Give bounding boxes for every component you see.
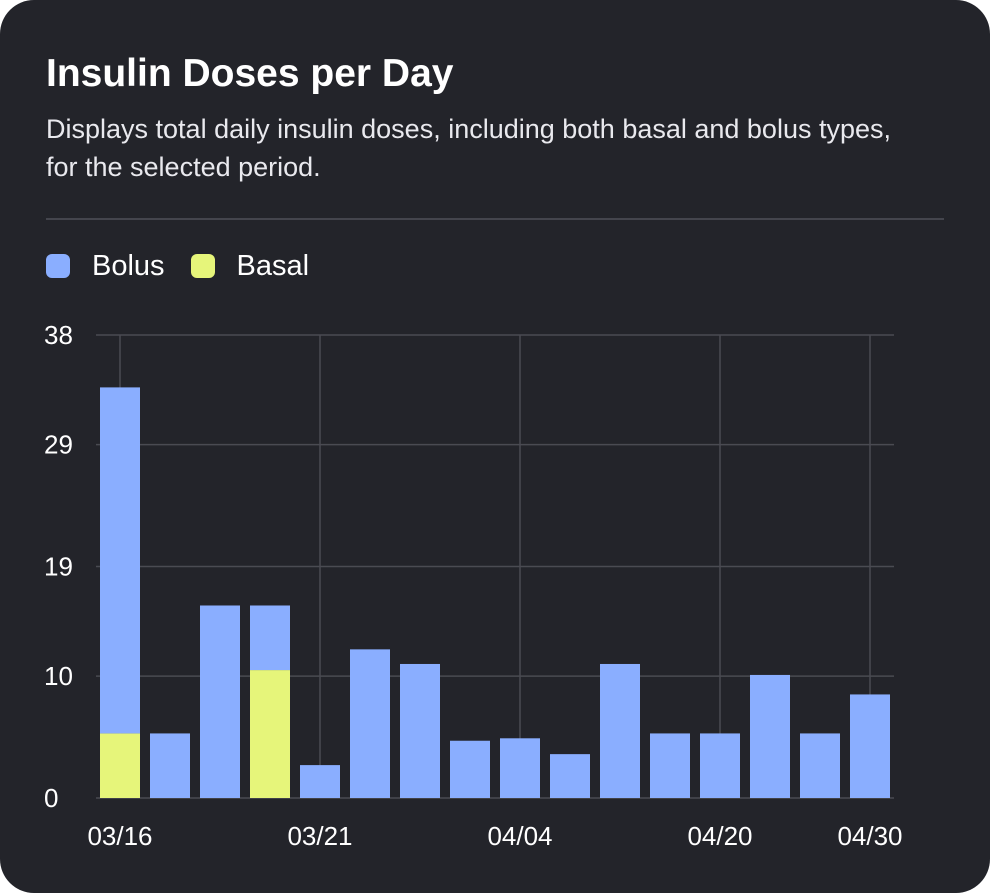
y-tick-label: 19 [44, 552, 73, 582]
legend-swatch-basal [190, 254, 215, 278]
bar-bolus [750, 674, 790, 798]
bar-bolus [350, 649, 390, 798]
legend-swatch-bolus [46, 254, 70, 278]
y-tick-label: 29 [44, 430, 73, 460]
legend-item-basal[interactable]: Basal [190, 248, 310, 284]
bar-bolus [800, 733, 840, 798]
x-tick-label: 04/30 [837, 821, 902, 851]
bar-bolus [150, 733, 190, 798]
x-tick-label: 04/04 [487, 821, 552, 851]
chart-legend: Bolus Basal [46, 246, 335, 286]
bar-bolus [500, 738, 540, 798]
y-tick-label: 0 [44, 783, 58, 813]
chart-title: Insulin Doses per Day [46, 52, 454, 95]
bar-bolus [600, 663, 640, 798]
bar-bolus [200, 605, 240, 798]
bar-bolus [100, 387, 140, 734]
legend-label-basal: Basal [236, 250, 310, 282]
bar-bolus [300, 765, 340, 798]
bar-bolus [850, 694, 890, 798]
bar-bolus [250, 605, 290, 671]
bar-bolus [550, 754, 590, 798]
bar-bolus [400, 663, 440, 798]
y-tick-label: 38 [44, 320, 73, 350]
bar-bolus [450, 740, 490, 798]
bar-bolus [650, 733, 690, 798]
y-tick-label: 10 [44, 661, 73, 691]
stacked-bar-chart: 0 10 19 29 38 03/16 03/21 04/04 04/20 04/30 [44, 320, 903, 851]
x-tick-label: 04/20 [687, 821, 752, 851]
x-tick-label: 03/21 [287, 821, 352, 851]
legend-item-bolus[interactable]: Bolus [46, 248, 165, 284]
bar-basal [100, 733, 140, 798]
chart-subtitle: Displays total daily insulin doses, incl… [46, 114, 892, 182]
x-tick-label: 03/16 [87, 821, 152, 851]
divider [46, 218, 944, 220]
bar-bolus [700, 733, 740, 798]
bar-basal [250, 670, 290, 798]
legend-label-bolus: Bolus [92, 250, 165, 282]
